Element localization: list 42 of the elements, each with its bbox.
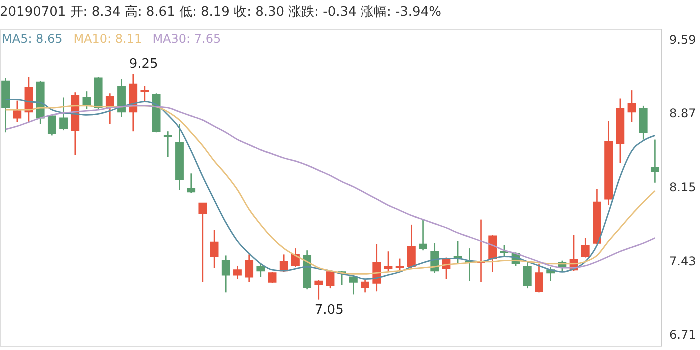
candlestick: [396, 258, 404, 271]
text: MA10: 8.11: [74, 32, 142, 46]
candlestick: [234, 265, 242, 280]
candlestick: [349, 276, 358, 296]
y-tick-label: 6.71: [670, 328, 696, 342]
candlestick: [245, 254, 254, 284]
candlestick: [164, 130, 172, 158]
candlestick: [222, 255, 230, 294]
chart-title: 20190701 开: 8.34 高: 8.61 低: 8.19 收: 8.30 涨跌: -0.34 涨幅: -3.94%: [0, 4, 442, 20]
y-tick-label: 8.15: [670, 180, 696, 194]
candlestick: [454, 240, 462, 265]
candlestick: [326, 269, 335, 290]
candlestick: [268, 271, 277, 284]
text: MA30: 7.65: [152, 32, 222, 46]
candlestick: [187, 173, 196, 194]
candlestick: [198, 202, 208, 284]
candlestick: [419, 219, 428, 252]
annotation: 9.25: [129, 57, 158, 72]
y-tick-label: 8.87: [670, 106, 696, 121]
candlestick: [488, 234, 498, 273]
candlestick: [639, 105, 648, 140]
candlestick: [384, 250, 393, 273]
candlestick: [628, 90, 636, 124]
candlestick: [523, 261, 532, 290]
y-tick-label: 7.43: [670, 254, 696, 268]
candlestick: [292, 248, 300, 268]
candlestick: [140, 86, 150, 102]
candlestick: [535, 263, 544, 294]
candlestick: [60, 97, 68, 132]
candlestick: [210, 229, 219, 269]
candlestick: [650, 139, 660, 184]
y-tick-label: 9.59: [670, 32, 696, 47]
candlestick: [82, 90, 92, 110]
candlestick: [361, 280, 370, 294]
annotation: 7.05: [314, 302, 344, 318]
candlestick: [407, 224, 416, 270]
candlestick: [13, 100, 22, 124]
candlestick: [256, 263, 266, 278]
text: MA5: 8.65: [2, 32, 63, 46]
candlestick: [314, 280, 324, 300]
candlestick: [48, 114, 56, 136]
candlestick: [581, 238, 590, 258]
